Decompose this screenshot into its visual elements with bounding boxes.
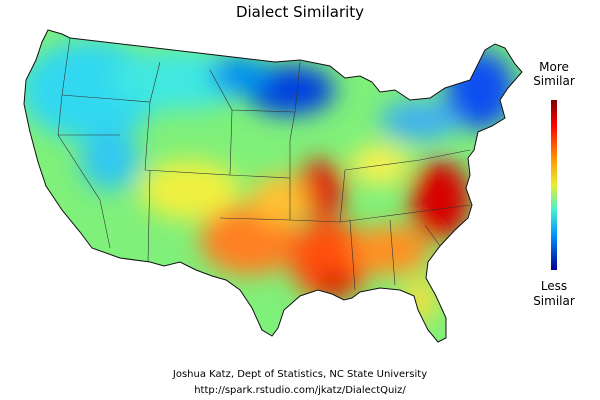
legend-bottom-line2: Similar [533,294,575,308]
legend-bottom-line1: Less [541,279,567,293]
legend-top-line1: More [539,60,569,74]
color-bar [551,100,557,270]
title: Dialect Similarity [236,3,364,21]
credit: Joshua Katz, Dept of Statistics, NC Stat… [172,369,427,380]
credit-url: http://spark.rstudio.com/jkatz/DialectQu… [194,385,406,396]
legend-top-line2: Similar [533,74,575,88]
